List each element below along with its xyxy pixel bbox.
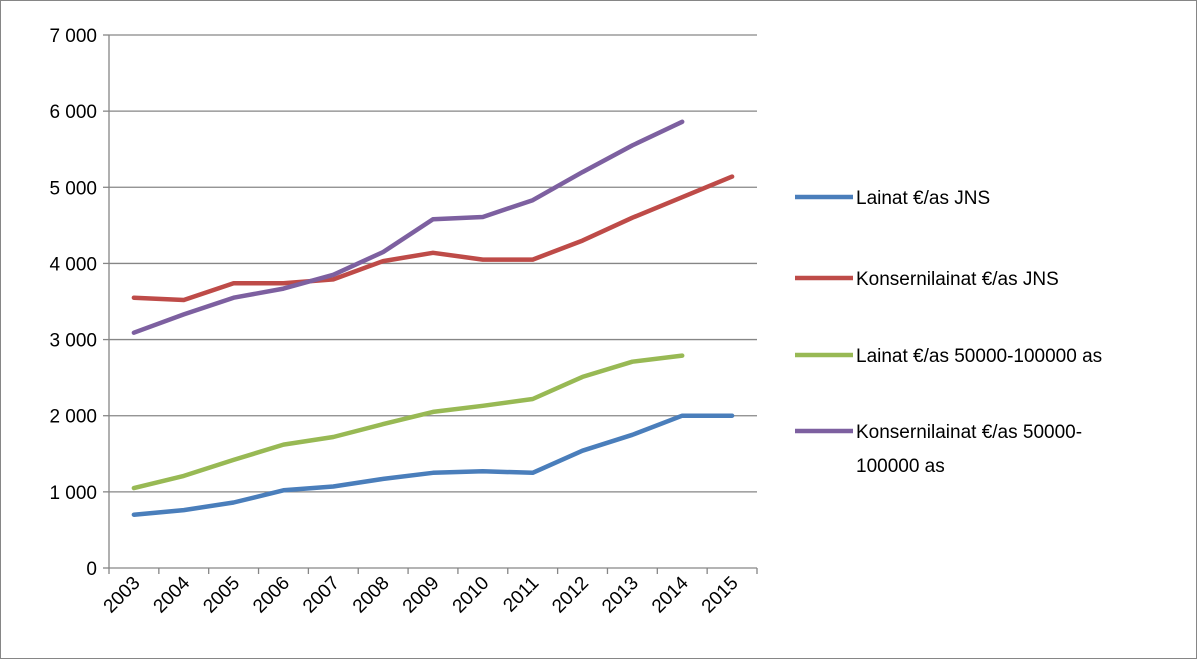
- x-tick-label: 2003: [100, 573, 145, 618]
- y-tick-label: 4 000: [49, 254, 97, 275]
- legend-label-4: Konsernilainat €/as 50000-: [856, 422, 1082, 443]
- legend-label-2: Konsernilainat €/as JNS: [856, 269, 1059, 290]
- x-tick-label: 2010: [449, 573, 494, 618]
- x-tick-label: 2007: [299, 573, 344, 618]
- y-tick-label: 2 000: [49, 407, 97, 428]
- x-tick-label: 2014: [648, 572, 693, 617]
- series-line-2: [131, 174, 735, 303]
- y-axis-tick-labels: 0 1 000 2 000 3 000 4 000 5 000 6 000 7 000: [49, 26, 97, 580]
- y-tick-label: 5 000: [49, 178, 97, 199]
- legend-label-4: 100000 as: [856, 456, 945, 477]
- x-tick-label: 2005: [199, 573, 244, 618]
- legend-label-3: Lainat €/as 50000-100000 as: [856, 346, 1102, 367]
- x-tick-label: 2008: [349, 573, 394, 618]
- y-tick-label: 6 000: [49, 102, 97, 123]
- x-tick-label: 2011: [499, 573, 543, 617]
- legend: Lainat €/as JNS Konsernilainat €/as JNS La…: [795, 188, 1102, 477]
- gridlines: [109, 34, 757, 493]
- data-series: [131, 119, 735, 517]
- axes: [103, 34, 758, 574]
- x-tick-label: 2006: [249, 573, 294, 618]
- x-tick-label: 2012: [548, 573, 593, 618]
- x-tick-label: 2015: [698, 573, 743, 618]
- x-axis-tick-labels: 2003 2004 2005 2006 2007 2008 2009 2010 2011 2012…: [100, 572, 743, 617]
- series-line-3: [131, 353, 685, 491]
- legend-label-1: Lainat €/as JNS: [856, 188, 990, 209]
- y-tick-label: 7 000: [49, 26, 97, 47]
- series-line-1: [131, 413, 735, 517]
- y-tick-label: 1 000: [49, 483, 97, 504]
- x-tick-label: 2009: [399, 573, 444, 618]
- series-line-4: [131, 119, 685, 335]
- x-tick-label: 2013: [598, 573, 643, 618]
- y-tick-label: 3 000: [49, 331, 97, 352]
- y-tick-label: 0: [86, 559, 97, 580]
- x-tick-label: 2004: [150, 572, 195, 617]
